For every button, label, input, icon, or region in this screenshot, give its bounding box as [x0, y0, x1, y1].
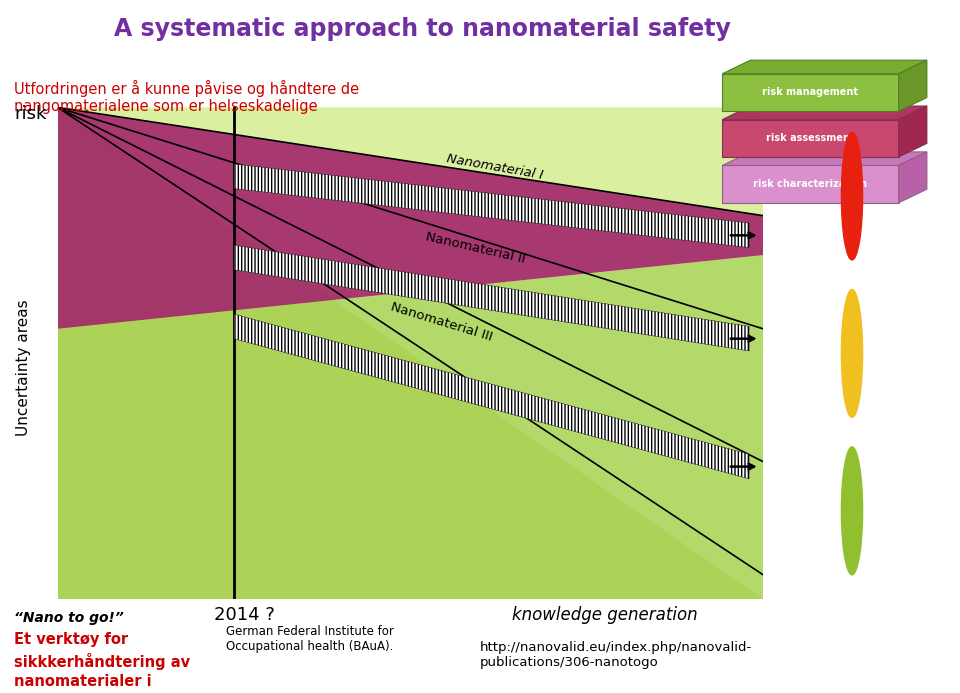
Text: Nanomaterial II: Nanomaterial II: [424, 230, 527, 265]
Polygon shape: [58, 107, 763, 599]
Circle shape: [841, 132, 863, 260]
Polygon shape: [899, 152, 927, 203]
Polygon shape: [899, 60, 927, 111]
Text: Et verktøy for
sikkkerhåndtering av
nanomaterialer i
arbeidsmiljøet: Et verktøy for sikkkerhåndtering av nano…: [14, 632, 190, 693]
Polygon shape: [899, 106, 927, 157]
Text: German Federal Institute for
Occupational health (BAuA).: German Federal Institute for Occupationa…: [226, 625, 394, 653]
Polygon shape: [58, 107, 763, 599]
Text: risk assessment: risk assessment: [766, 133, 854, 143]
Text: http://nanovalid.eu/index.php/nanovalid-
publications/306-nanotogo: http://nanovalid.eu/index.php/nanovalid-…: [480, 641, 753, 669]
Text: risk management: risk management: [762, 87, 858, 98]
Text: risk: risk: [14, 105, 47, 123]
Circle shape: [841, 447, 863, 575]
Polygon shape: [58, 107, 763, 328]
Text: Uncertainty areas: Uncertainty areas: [16, 299, 32, 436]
Polygon shape: [722, 73, 899, 111]
Text: “Nano to go!”: “Nano to go!”: [14, 611, 124, 625]
Text: Nanomaterial III: Nanomaterial III: [389, 301, 494, 344]
Circle shape: [841, 290, 863, 417]
Text: A systematic approach to nanomaterial safety: A systematic approach to nanomaterial sa…: [114, 17, 731, 42]
Polygon shape: [234, 314, 749, 479]
Polygon shape: [722, 120, 899, 157]
Polygon shape: [234, 245, 749, 351]
Polygon shape: [234, 164, 749, 247]
Text: Nanomaterial I: Nanomaterial I: [445, 152, 544, 182]
Text: knowledge generation: knowledge generation: [512, 606, 698, 624]
Text: Utfordringen er å kunne påvise og håndtere de
nangomaterialene som er helseskade: Utfordringen er å kunne påvise og håndte…: [14, 80, 360, 114]
Text: 2014 ?: 2014 ?: [214, 606, 276, 624]
Polygon shape: [722, 60, 927, 73]
Polygon shape: [722, 166, 899, 203]
Polygon shape: [58, 255, 763, 599]
Polygon shape: [722, 152, 927, 166]
Polygon shape: [722, 106, 927, 120]
Text: risk characterization: risk characterization: [754, 179, 868, 189]
